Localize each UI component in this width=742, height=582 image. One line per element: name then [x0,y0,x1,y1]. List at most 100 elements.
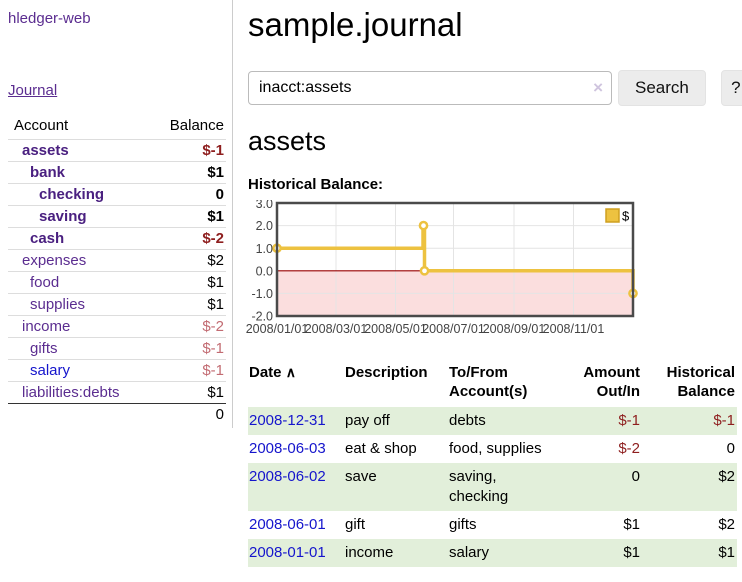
register-row: 2008-06-02 save saving, checking 0 $2 [248,463,737,511]
account-link[interactable]: gifts [30,340,58,357]
account-row-checking: checking 0 [8,183,226,206]
account-row-expenses: expenses $2 [8,249,226,272]
account-heading: assets [248,126,327,156]
search-button[interactable]: Search [618,70,706,106]
chart-border [275,201,635,318]
account-balance: $-2 [148,227,226,250]
transaction-date-link[interactable]: 2008-01-01 [249,544,326,561]
accounts-header-row: Account Balance [8,114,226,140]
account-row-food: food $1 [8,271,226,294]
historical-balance-chart: $ 3.0 2.0 1.0 0.0 -1.0 -2.0 2008/01/01 2… [244,200,684,338]
transaction-balance: $-1 [713,412,735,429]
register-header-accounts: To/From Account(s) [449,364,528,400]
transaction-description: pay off [344,407,448,435]
transaction-date-link[interactable]: 2008-06-01 [249,516,326,533]
main-content: sample.journal × Search ? assets Histori… [246,0,742,567]
y-axis-labels: 3.0 2.0 1.0 0.0 -1.0 -2.0 [251,200,273,324]
account-balance: $-2 [148,315,226,338]
transaction-balance: 0 [726,440,735,457]
svg-text:2008/11/01: 2008/11/01 [543,322,605,336]
account-balance: $1 [148,381,226,404]
account-balance: 0 [148,183,226,206]
account-link[interactable]: expenses [22,252,87,269]
account-row-salary: salary $-1 [8,359,226,382]
account-link[interactable]: supplies [30,296,86,313]
account-balance: $-1 [148,139,226,162]
account-link[interactable]: salary [30,362,71,379]
x-axis-labels: 2008/01/01 2008/03/01 2008/05/01 2008/07… [246,322,605,336]
app-brand-link[interactable]: hledger-web [8,10,91,27]
account-balance: $2 [148,249,226,272]
svg-text:-2.0: -2.0 [251,310,273,324]
svg-text:2008/09/01: 2008/09/01 [483,322,546,336]
svg-text:2008/01/01: 2008/01/01 [246,322,309,336]
account-link[interactable]: income [22,318,71,335]
transaction-amount: $-1 [618,412,640,429]
chart-legend: $ [605,208,630,224]
transaction-accounts: saving, checking [448,463,560,511]
account-row-bank: bank $1 [8,161,226,184]
account-link[interactable]: food [30,274,60,291]
accounts-total-value: 0 [148,403,226,425]
transaction-date-link[interactable]: 2008-06-02 [249,468,326,485]
transaction-accounts: gifts [449,516,477,533]
transaction-description: eat & shop [345,440,417,457]
account-row-income: income $-2 [8,315,226,338]
register-row: 2008-12-31 pay off debts $-1 $-1 [248,407,737,435]
account-link[interactable]: checking [39,186,105,203]
account-row-liabilities-debts: liabilities:debts $1 [8,381,226,404]
transaction-balance: $2 [718,516,735,533]
transaction-description: save [344,463,448,511]
register-header-amount: Amount Out/In [583,364,640,400]
transaction-description: gift [345,516,366,533]
account-row-supplies: supplies $1 [8,293,226,316]
account-balance: $-1 [148,337,226,360]
account-balance: $1 [148,293,226,316]
account-balance: $1 [148,271,226,294]
transaction-balance: $2 [718,468,735,485]
account-link[interactable]: cash [30,230,65,247]
accounts-header-balance: Balance [169,117,224,134]
svg-text:1.0: 1.0 [256,242,273,256]
account-link[interactable]: saving [39,208,87,225]
account-balance: $1 [148,161,226,184]
search-bar: × Search ? [248,70,742,106]
accounts-table: Account Balance assets $-1 bank $1 check… [8,114,226,425]
account-balance: $-1 [148,359,226,382]
legend-label: $ [622,209,630,224]
search-input[interactable] [248,71,612,105]
transaction-amount: $-2 [618,440,640,457]
account-link[interactable]: bank [30,164,66,181]
accounts-header-account: Account [14,117,69,134]
account-link[interactable]: assets [22,142,69,159]
account-row-gifts: gifts $-1 [8,337,226,360]
transaction-balance: $1 [718,544,735,561]
accounts-total-row: 0 [8,403,226,425]
date-header-label: Date [249,364,282,381]
nav-journal-link[interactable]: Journal [8,82,58,99]
chart-section-label: Historical Balance: [248,176,384,193]
sidebar: hledger-web Journal Account Balance asse… [0,0,233,428]
transaction-amount: $1 [623,544,640,561]
account-row-saving: saving $1 [8,205,226,228]
transaction-description: income [344,539,448,567]
register-row: 2008-01-01 income salary $1 $1 [248,539,737,567]
register-header-description: Description [345,364,428,381]
transaction-accounts: debts [448,407,560,435]
register-table: Date ∧ Description To/From Account(s) Am… [248,360,737,567]
transaction-amount: 0 [631,468,640,485]
svg-text:2008/07/01: 2008/07/01 [422,322,485,336]
account-row-assets: assets $-1 [8,139,226,162]
transaction-amount: $1 [623,516,640,533]
clear-search-icon[interactable]: × [593,78,603,97]
transaction-date-link[interactable]: 2008-12-31 [249,412,326,429]
account-link[interactable]: liabilities:debts [22,384,120,401]
help-button[interactable]: ? [720,70,742,106]
transaction-date-link[interactable]: 2008-06-03 [249,440,326,457]
register-header-row: Date ∧ Description To/From Account(s) Am… [248,360,737,407]
svg-text:2.0: 2.0 [256,219,273,233]
svg-text:2008/05/01: 2008/05/01 [364,322,427,336]
transaction-accounts: salary [448,539,560,567]
register-header-date[interactable]: Date ∧ [248,360,344,407]
svg-text:3.0: 3.0 [256,200,273,211]
